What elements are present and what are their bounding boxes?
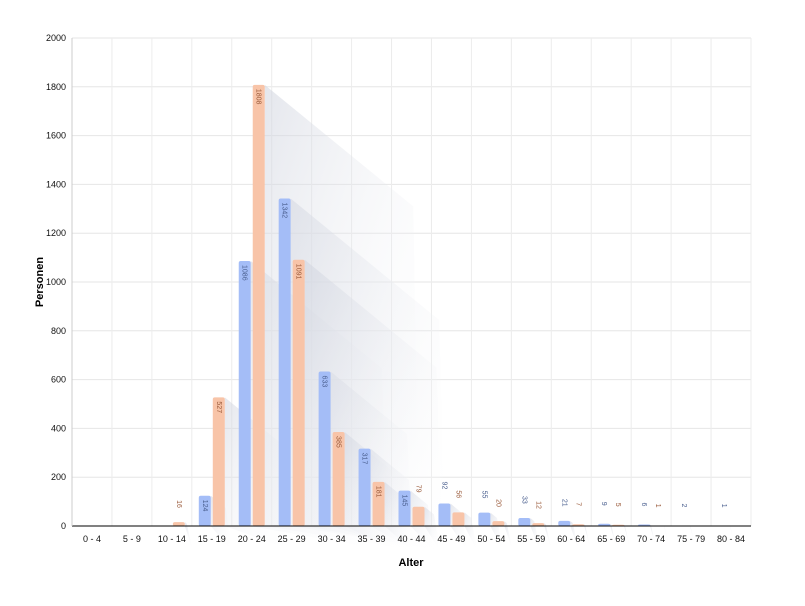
bar — [452, 512, 465, 526]
bar-shadow — [424, 506, 441, 551]
y-tick-label: 400 — [51, 423, 66, 433]
bar-shadow — [624, 524, 631, 551]
y-tick-label: 0 — [61, 521, 66, 531]
bar — [318, 371, 331, 526]
bar-shadow — [584, 524, 592, 551]
y-tick-label: 1800 — [46, 82, 66, 92]
y-tick-label: 200 — [51, 472, 66, 482]
x-tick-label: 50 - 54 — [477, 534, 505, 544]
bar-value-label: 56 — [454, 490, 461, 498]
x-axis-title: Alter — [398, 557, 424, 569]
x-tick-label: 40 - 44 — [397, 534, 425, 544]
bars — [172, 84, 731, 527]
bar-value-label: 20 — [494, 499, 501, 507]
bar — [478, 512, 491, 526]
bar-value-label: 6 — [640, 503, 647, 507]
bar-value-label: 1342 — [281, 203, 288, 219]
bar — [558, 520, 571, 526]
bar-shadow — [664, 525, 671, 551]
bar-value-label: 2 — [680, 504, 687, 508]
y-tick-label: 1400 — [46, 179, 66, 189]
bar — [358, 448, 371, 526]
bar — [518, 517, 531, 526]
x-tick-label: 45 - 49 — [437, 534, 465, 544]
bar-value-label: 1 — [720, 504, 727, 508]
bar-value-label: 1 — [654, 504, 661, 508]
bar-value-label: 33 — [520, 496, 527, 504]
x-tick-label: 30 - 34 — [318, 534, 346, 544]
bar — [332, 432, 345, 526]
x-tick-label: 70 - 74 — [637, 534, 665, 544]
bar-value-label: 79 — [415, 485, 422, 493]
bar — [252, 84, 265, 527]
bar — [492, 521, 505, 526]
bar-value-label: 1808 — [255, 89, 262, 105]
bar-value-label: 12 — [534, 501, 541, 509]
x-tick-label: 75 - 79 — [677, 534, 705, 544]
y-tick-label: 1600 — [46, 131, 66, 141]
bar-value-label: 16 — [175, 500, 182, 508]
y-tick-label: 800 — [51, 326, 66, 336]
bar-shadow — [184, 522, 193, 551]
bar-value-label: 385 — [335, 436, 342, 448]
bar-value-label: 1086 — [241, 265, 248, 281]
bar-shadow — [610, 523, 618, 551]
bar-shadow — [570, 520, 579, 551]
bar — [398, 490, 411, 526]
axes: 0 200 400 600 800 1000 1200 1400 1600 1800 2000 0 -… — [46, 33, 751, 544]
y-tick-label: 2000 — [46, 33, 66, 43]
y-tick-label: 1200 — [46, 228, 66, 238]
x-tick-label: 10 - 14 — [158, 534, 186, 544]
x-tick-label: 15 - 19 — [198, 534, 226, 544]
bar-shadows — [184, 84, 737, 552]
bar-value-label: 5 — [614, 503, 621, 507]
bar — [238, 261, 251, 526]
bar-value-label: 527 — [215, 401, 222, 413]
bar-value-label: 124 — [201, 500, 208, 512]
bar — [532, 523, 545, 526]
bar — [598, 523, 611, 526]
bar-shadow — [490, 512, 504, 551]
y-tick-label: 600 — [51, 375, 66, 385]
bar — [412, 506, 425, 526]
bar-value-label: 92 — [440, 482, 447, 490]
bar — [292, 259, 305, 526]
bar-value-label: 1091 — [295, 264, 302, 280]
bar-value-label: 181 — [375, 486, 382, 498]
bar-value-label: 55 — [480, 491, 487, 499]
bar — [172, 522, 185, 526]
bar-shadow — [544, 523, 552, 551]
bar — [372, 481, 385, 526]
bar — [438, 503, 451, 526]
x-tick-label: 20 - 24 — [238, 534, 266, 544]
bar-shadow — [730, 525, 737, 551]
bar-shadow — [690, 525, 697, 551]
bar-shadow — [650, 524, 657, 551]
x-tick-label: 65 - 69 — [597, 534, 625, 544]
x-tick-label: 80 - 84 — [717, 534, 745, 544]
x-tick-label: 60 - 64 — [557, 534, 585, 544]
x-tick-label: 35 - 39 — [358, 534, 386, 544]
x-tick-label: 5 - 9 — [123, 534, 141, 544]
bar-value-label: 317 — [361, 453, 368, 465]
x-tick-label: 0 - 4 — [83, 534, 101, 544]
y-axis-title: Personen — [34, 257, 46, 307]
x-tick-label: 25 - 29 — [278, 534, 306, 544]
x-tick-label: 55 - 59 — [517, 534, 545, 544]
bar-value-label: 633 — [321, 376, 328, 388]
bar — [212, 397, 225, 526]
bar — [278, 198, 291, 526]
bar-value-label: 7 — [574, 502, 581, 506]
bar-shadow — [464, 512, 478, 551]
bar-value-label: 9 — [600, 502, 607, 506]
bar — [198, 495, 211, 526]
y-tick-label: 1000 — [46, 277, 66, 287]
bar-shadow — [504, 521, 513, 551]
bar-value-label: 145 — [401, 495, 408, 507]
bar-value-label: 21 — [560, 499, 567, 507]
